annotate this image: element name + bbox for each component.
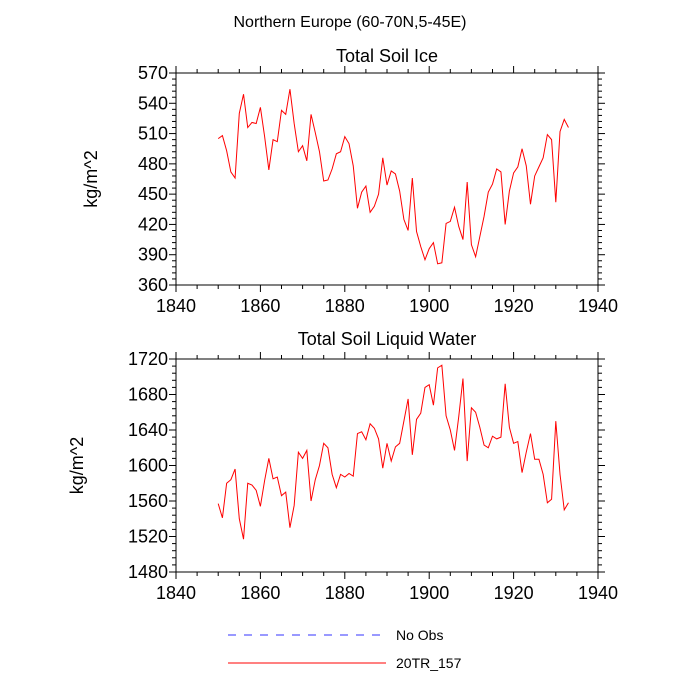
- total-soil-liquid-water-xtick-label: 1920: [494, 583, 534, 603]
- total-soil-liquid-water-title: Total Soil Liquid Water: [298, 329, 476, 349]
- total-soil-ice-ytick-label: 420: [138, 214, 168, 234]
- total-soil-ice-ytick-label: 570: [138, 63, 168, 83]
- total-soil-ice-xtick-label: 1880: [325, 296, 365, 316]
- total-soil-liquid-water-xtick-label: 1880: [325, 583, 365, 603]
- total-soil-liquid-water-ytick-label: 1480: [128, 562, 168, 582]
- total-soil-liquid-water-series-20tr-157: [217, 364, 569, 540]
- legend: No Obs 20TR_157: [228, 627, 462, 671]
- total-soil-ice-xtick-label: 1940: [578, 296, 618, 316]
- total-soil-ice-ytick-label: 540: [138, 93, 168, 113]
- total-soil-liquid-water-xtick-label: 1900: [409, 583, 449, 603]
- total-soil-ice-title: Total Soil Ice: [336, 46, 438, 66]
- total-soil-ice-ylabel: kg/m^2: [81, 150, 101, 207]
- total-soil-ice-xtick-label: 1900: [409, 296, 449, 316]
- total-soil-liquid-water-ytick-label: 1560: [128, 491, 168, 511]
- total-soil-ice-ytick-label: 390: [138, 245, 168, 265]
- total-soil-ice-xtick-label: 1860: [240, 296, 280, 316]
- total-soil-ice-series-20tr-157: [217, 89, 569, 265]
- soil-ice-panel: Total Soil Ice kg/m^2 1840 1860 1880 1900 1920…: [81, 46, 618, 316]
- total-soil-liquid-water-xtick-label: 1940: [578, 583, 618, 603]
- total-soil-liquid-water-xtick-label: 1860: [240, 583, 280, 603]
- total-soil-liquid-water-ytick-label: 1680: [128, 385, 168, 405]
- total-soil-liquid-water-xtick-label: 1840: [156, 583, 196, 603]
- legend-no-obs-label: No Obs: [396, 627, 443, 643]
- total-soil-liquid-water-plot-frame: [175, 358, 599, 573]
- total-soil-liquid-water-ytick-label: 1520: [128, 527, 168, 547]
- total-soil-ice-ytick-label: 480: [138, 154, 168, 174]
- total-soil-liquid-water-ytick-label: 1720: [128, 349, 168, 369]
- total-soil-ice-ytick-label: 360: [138, 275, 168, 295]
- total-soil-liquid-water-ytick-label: 1600: [128, 456, 168, 476]
- legend-20tr-157-label: 20TR_157: [396, 655, 462, 671]
- total-soil-ice-ytick-label: 450: [138, 184, 168, 204]
- total-soil-ice-xtick-label: 1840: [156, 296, 196, 316]
- total-soil-liquid-water-ytick-label: 1640: [128, 420, 168, 440]
- total-soil-ice-ytick-label: 510: [138, 124, 168, 144]
- figure-title: Northern Europe (60-70N,5-45E): [233, 14, 466, 31]
- total-soil-liquid-water-ylabel: kg/m^2: [67, 437, 87, 494]
- total-soil-ice-xtick-label: 1920: [494, 296, 534, 316]
- soil-liquid-water-panel: Total Soil Liquid Water kg/m^2 1840 1860 188…: [67, 329, 618, 603]
